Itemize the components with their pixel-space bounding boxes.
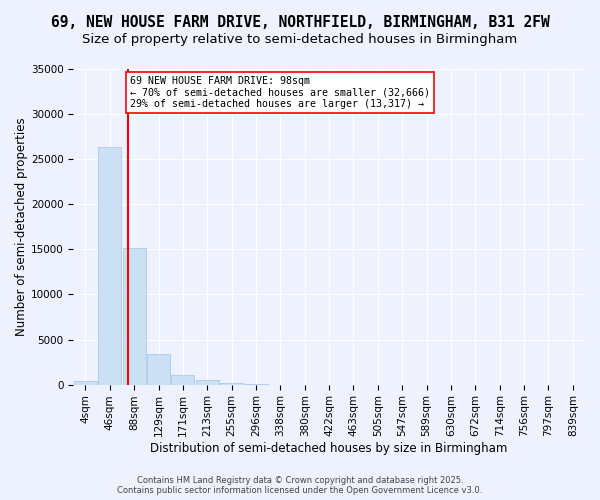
Bar: [196, 380, 219, 384]
Bar: [220, 382, 243, 384]
Bar: [172, 375, 194, 384]
Text: 69, NEW HOUSE FARM DRIVE, NORTHFIELD, BIRMINGHAM, B31 2FW: 69, NEW HOUSE FARM DRIVE, NORTHFIELD, BI…: [50, 15, 550, 30]
Text: 69 NEW HOUSE FARM DRIVE: 98sqm
← 70% of semi-detached houses are smaller (32,666: 69 NEW HOUSE FARM DRIVE: 98sqm ← 70% of …: [130, 76, 430, 110]
Bar: [147, 354, 170, 384]
Bar: [74, 381, 97, 384]
Bar: [98, 148, 121, 384]
Text: Contains HM Land Registry data © Crown copyright and database right 2025.
Contai: Contains HM Land Registry data © Crown c…: [118, 476, 482, 495]
X-axis label: Distribution of semi-detached houses by size in Birmingham: Distribution of semi-detached houses by …: [151, 442, 508, 455]
Y-axis label: Number of semi-detached properties: Number of semi-detached properties: [15, 118, 28, 336]
Bar: [122, 248, 146, 384]
Text: Size of property relative to semi-detached houses in Birmingham: Size of property relative to semi-detach…: [82, 32, 518, 46]
